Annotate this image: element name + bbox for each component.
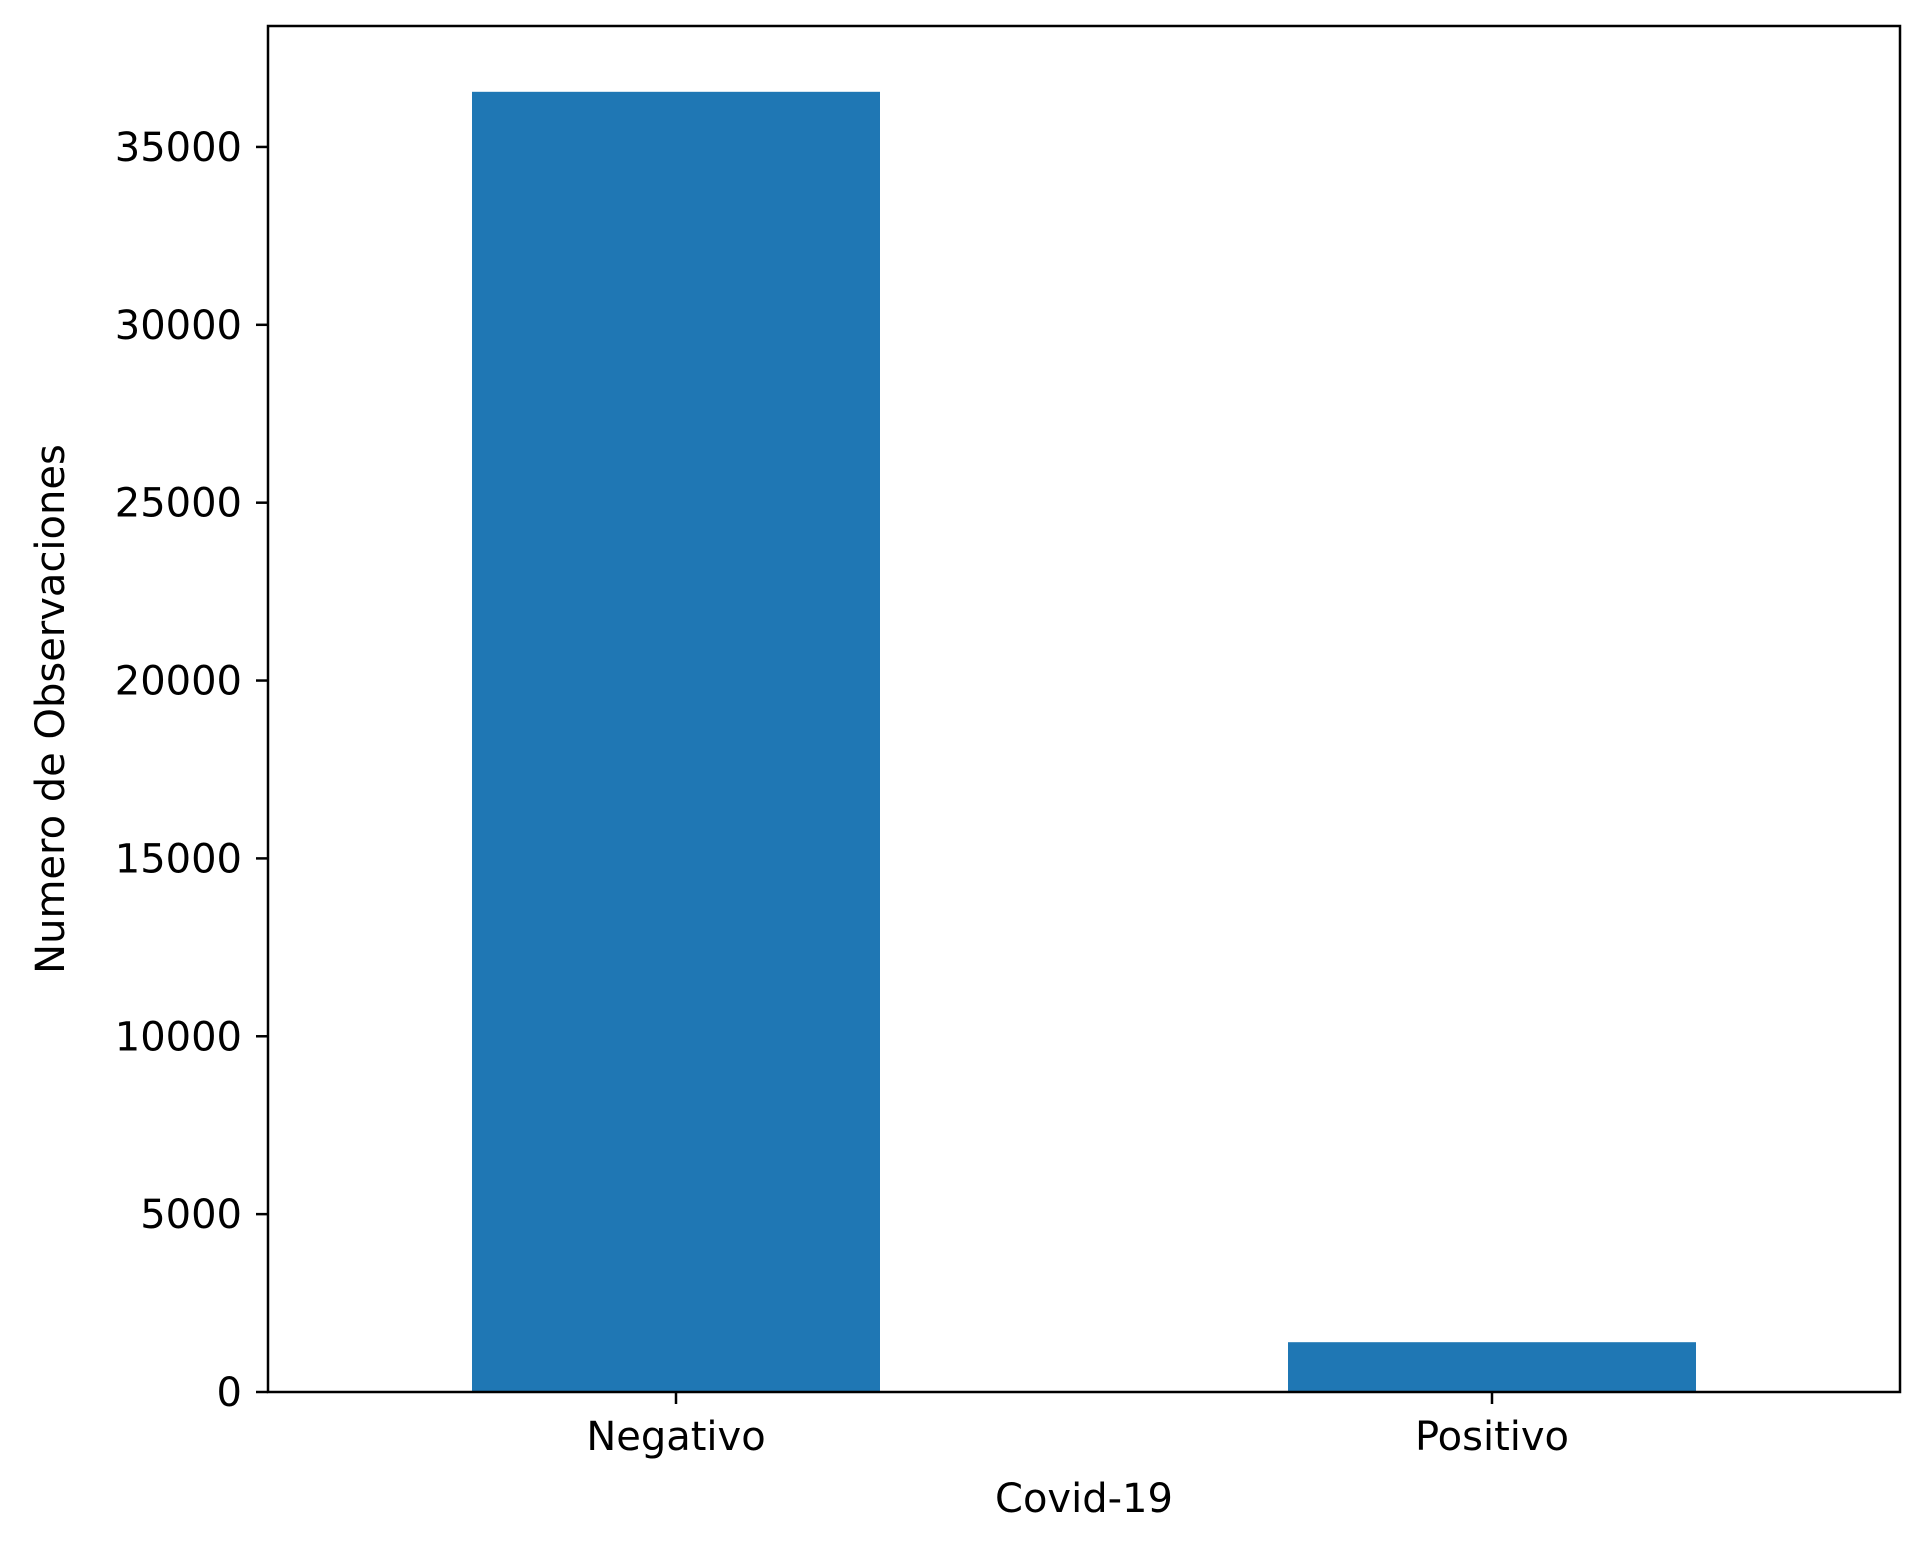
x-tick-label: Positivo bbox=[1415, 1414, 1569, 1460]
plot-frame bbox=[266, 24, 1902, 1394]
x-axis-label: Covid-19 bbox=[995, 1476, 1173, 1522]
y-tick-label: 15000 bbox=[115, 836, 242, 882]
y-axis-label: Numero de Observaciones bbox=[28, 444, 74, 974]
y-tick-label: 25000 bbox=[115, 481, 242, 527]
x-axis-ticks: Negativo Positivo bbox=[586, 1392, 1569, 1460]
x-tick-label: Negativo bbox=[586, 1414, 765, 1460]
bar-negativo bbox=[472, 91, 880, 1392]
bars-group bbox=[472, 91, 1696, 1392]
y-tick-label: 30000 bbox=[115, 303, 242, 349]
y-tick-label: 5000 bbox=[140, 1192, 242, 1238]
y-tick-label: 20000 bbox=[115, 659, 242, 705]
y-tick-label: 10000 bbox=[115, 1014, 242, 1060]
bar-positivo bbox=[1288, 1342, 1696, 1392]
y-axis-ticks: 0 5000 10000 15000 20000 25000 30000 35000 bbox=[115, 125, 268, 1416]
y-tick-label: 35000 bbox=[115, 125, 242, 171]
y-tick-label: 0 bbox=[217, 1370, 242, 1416]
